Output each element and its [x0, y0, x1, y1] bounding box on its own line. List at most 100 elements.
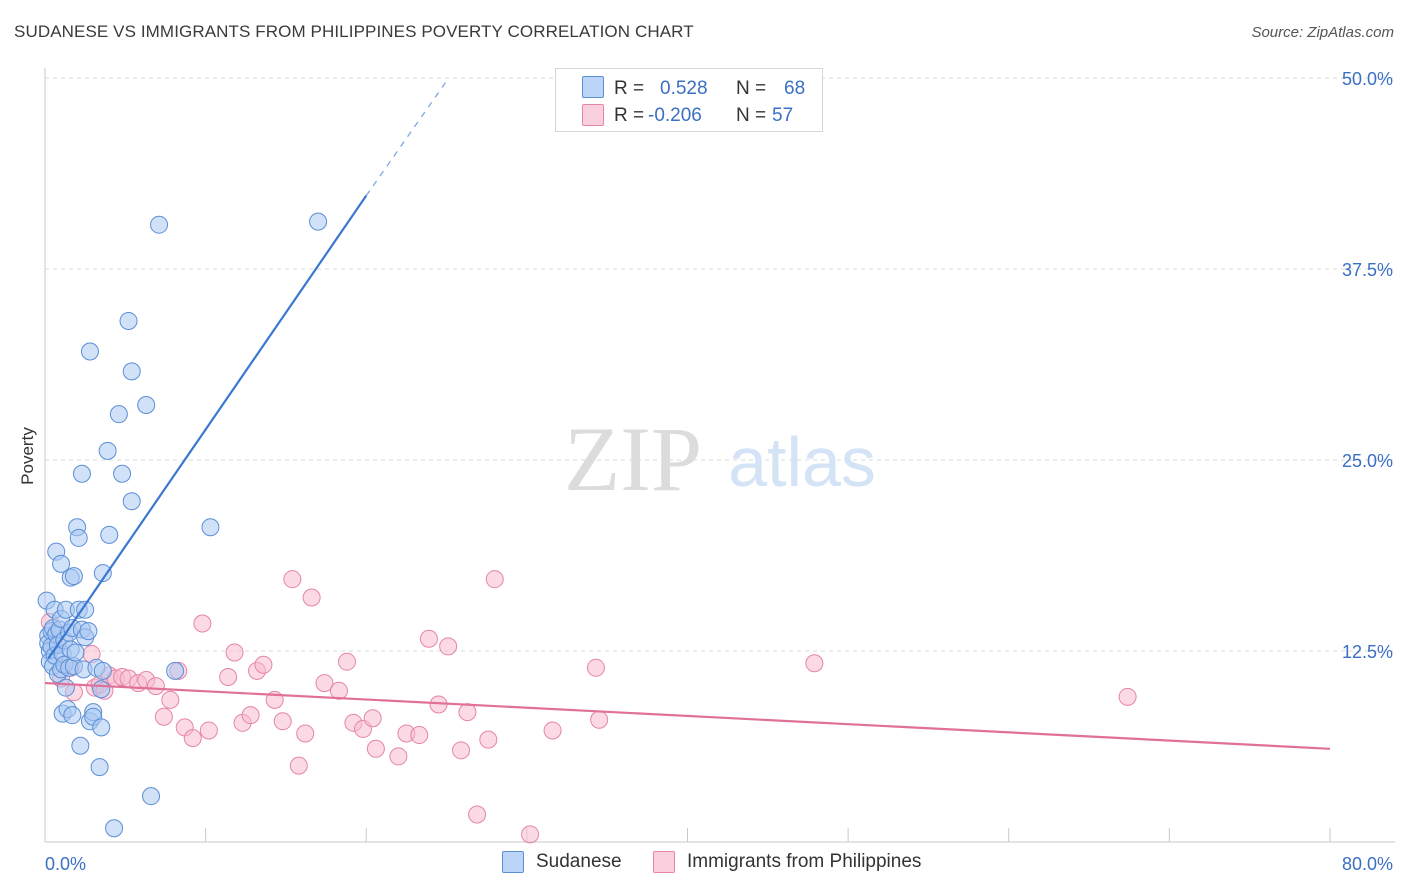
philippines-point — [199, 721, 218, 740]
trend-lines — [44, 80, 1331, 750]
sudanese-swatch-icon — [502, 851, 524, 873]
sudanese-point — [105, 819, 124, 838]
sudanese-point — [122, 362, 141, 381]
philippines-point — [366, 739, 385, 758]
sudanese-point — [92, 718, 111, 737]
philippines-point — [219, 667, 238, 686]
sudanese-trend-extension — [365, 80, 448, 197]
philippines-point — [363, 709, 382, 728]
sudanese-point — [98, 441, 117, 460]
philippines-point — [315, 674, 334, 693]
philippines-point — [154, 707, 173, 726]
r-label-philippines: R = — [614, 105, 645, 126]
watermark-zip: ZIP — [564, 408, 702, 510]
n-label-sudanese: N = — [736, 78, 767, 99]
sudanese-point — [166, 661, 185, 680]
y-tick-label: 37.5% — [1342, 260, 1393, 280]
philippines-point — [1118, 687, 1137, 706]
watermark-atlas: atlas — [728, 423, 876, 501]
philippines-point — [452, 741, 471, 760]
chart-title: SUDANESE VS IMMIGRANTS FROM PHILIPPINES … — [14, 22, 694, 41]
sudanese-point — [93, 564, 112, 583]
philippines-point — [273, 712, 292, 731]
sudanese-point — [79, 622, 98, 641]
philippines-point — [458, 703, 477, 722]
watermark: ZIP atlas — [564, 408, 876, 510]
philippines-point — [410, 726, 429, 745]
sudanese-point — [309, 212, 328, 231]
philippines-point — [419, 629, 438, 648]
r-value-philippines: -0.206 — [648, 105, 702, 126]
blue-swatch-icon — [582, 76, 604, 98]
sudanese-point — [92, 680, 111, 699]
y-tick-label: 25.0% — [1342, 451, 1393, 471]
tick-labels: 12.5% 25.0% 37.5% 50.0% 0.0% 80.0% — [45, 69, 1393, 874]
sudanese-point — [64, 567, 83, 586]
grid-lines — [45, 77, 1395, 652]
series-legend: Sudanese Immigrants from Philippines — [0, 851, 1406, 877]
source-label: Source: ZipAtlas.com — [1251, 24, 1394, 41]
philippines-point — [389, 747, 408, 766]
sudanese-point — [80, 342, 99, 361]
n-value-philippines: 57 — [772, 105, 794, 126]
sudanese-point — [90, 758, 109, 777]
philippines-point — [439, 637, 458, 656]
philippines-swatch-icon — [653, 851, 675, 873]
n-label-philippines: N = — [736, 105, 767, 126]
sudanese-point — [109, 405, 128, 424]
legend-label-philippines: Immigrants from Philippines — [687, 851, 922, 872]
n-value-sudanese: 68 — [784, 78, 806, 99]
sudanese-point — [76, 600, 95, 619]
pink-swatch-icon — [582, 104, 604, 126]
x-tick-label-max: 80.0% — [1342, 854, 1393, 874]
philippines-point — [296, 724, 315, 743]
sudanese-point — [52, 554, 71, 573]
sudanese-point — [72, 464, 91, 483]
y-tick-label: 50.0% — [1342, 69, 1393, 89]
philippines-point — [289, 756, 308, 775]
legend-label-sudanese: Sudanese — [536, 851, 622, 872]
philippines-point — [329, 681, 348, 700]
philippines-point — [241, 706, 260, 725]
legend-item-sudanese[interactable]: Sudanese — [502, 851, 622, 873]
philippines-point — [586, 658, 605, 677]
philippines-point — [146, 677, 165, 696]
sudanese-point — [69, 528, 88, 547]
legend-item-philippines[interactable]: Immigrants from Philippines — [653, 851, 921, 873]
sudanese-point — [93, 661, 112, 680]
sudanese-point — [66, 643, 85, 662]
philippines-point — [302, 588, 321, 607]
philippines-point — [283, 570, 302, 589]
philippines-point — [590, 710, 609, 729]
philippines-point — [254, 655, 273, 674]
sudanese-point — [142, 787, 161, 806]
y-axis-label: Poverty — [18, 427, 37, 485]
sudanese-point — [63, 706, 82, 725]
philippines-point — [161, 690, 180, 709]
sudanese-point — [201, 518, 220, 537]
x-tick-label-min: 0.0% — [45, 854, 86, 874]
y-tick-label: 12.5% — [1342, 642, 1393, 662]
philippines-point — [521, 825, 540, 844]
philippines-trend-line — [44, 681, 1331, 750]
philippines-point — [193, 614, 212, 633]
r-label-sudanese: R = — [614, 78, 645, 99]
sudanese-point — [122, 492, 141, 511]
philippines-point — [183, 729, 202, 748]
philippines-point — [468, 805, 487, 824]
philippines-point — [337, 652, 356, 671]
philippines-point — [485, 570, 504, 589]
r-value-sudanese: 0.528 — [660, 78, 708, 99]
sudanese-point — [150, 215, 169, 234]
philippines-point — [479, 730, 498, 749]
philippines-point — [805, 654, 824, 673]
philippines-point — [225, 643, 244, 662]
sudanese-point — [119, 311, 138, 330]
sudanese-trend-line — [47, 195, 368, 660]
correlation-legend: R = 0.528 N = 68 R = -0.206 N = 57 — [555, 68, 823, 132]
sudanese-point — [71, 736, 90, 755]
sudanese-point — [56, 678, 75, 697]
axes — [44, 68, 1395, 843]
sudanese-point — [137, 395, 156, 414]
